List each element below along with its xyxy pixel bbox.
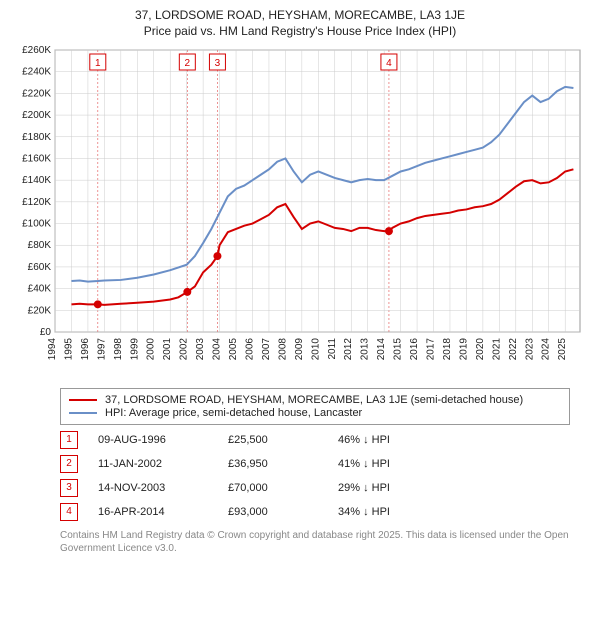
svg-text:2016: 2016 xyxy=(409,337,420,360)
sale-price: £25,500 xyxy=(228,434,338,446)
svg-text:2012: 2012 xyxy=(343,337,354,360)
svg-text:2004: 2004 xyxy=(212,337,223,360)
sales-table: 1 09-AUG-1996£25,50046% ↓ HPI 2 11-JAN-2002… xyxy=(60,431,570,521)
sale-date: 16-APR-2014 xyxy=(98,506,228,518)
table-row: 3 14-NOV-2003£70,00029% ↓ HPI xyxy=(60,479,570,497)
svg-text:2021: 2021 xyxy=(491,337,502,360)
svg-text:£100K: £100K xyxy=(22,218,51,229)
page-title: 37, LORDSOME ROAD, HEYSHAM, MORECAMBE, L… xyxy=(10,8,590,24)
svg-text:2005: 2005 xyxy=(228,337,239,360)
svg-text:2018: 2018 xyxy=(442,337,453,360)
svg-text:2003: 2003 xyxy=(195,337,206,360)
chart-svg: £0 £20K £40K £60K £80K £100K £120K £140K £160K £1… xyxy=(10,42,590,382)
svg-text:4: 4 xyxy=(386,58,392,69)
svg-text:£120K: £120K xyxy=(22,196,51,207)
table-row: 1 09-AUG-1996£25,50046% ↓ HPI xyxy=(60,431,570,449)
svg-text:2017: 2017 xyxy=(426,337,437,360)
svg-text:1997: 1997 xyxy=(96,337,107,360)
sale-marker: 3 xyxy=(60,479,78,497)
svg-text:2019: 2019 xyxy=(458,337,469,360)
svg-text:2001: 2001 xyxy=(162,337,173,360)
svg-text:2010: 2010 xyxy=(310,337,321,360)
svg-text:2022: 2022 xyxy=(508,337,519,360)
svg-text:2013: 2013 xyxy=(360,337,371,360)
svg-text:£200K: £200K xyxy=(22,110,51,121)
svg-text:£240K: £240K xyxy=(22,66,51,77)
svg-text:£260K: £260K xyxy=(22,45,51,56)
table-row: 4 16-APR-2014£93,00034% ↓ HPI xyxy=(60,503,570,521)
legend-swatch xyxy=(69,412,97,414)
legend-item: HPI: Average price, semi-detached house,… xyxy=(69,407,561,419)
sale-date: 09-AUG-1996 xyxy=(98,434,228,446)
legend: 37, LORDSOME ROAD, HEYSHAM, MORECAMBE, L… xyxy=(60,388,570,425)
svg-text:2008: 2008 xyxy=(277,337,288,360)
svg-text:2007: 2007 xyxy=(261,337,272,360)
table-row: 2 11-JAN-2002£36,95041% ↓ HPI xyxy=(60,455,570,473)
svg-text:£80K: £80K xyxy=(28,240,52,251)
price-chart: £0 £20K £40K £60K £80K £100K £120K £140K £160K £1… xyxy=(10,42,590,382)
svg-text:2009: 2009 xyxy=(294,337,305,360)
svg-text:3: 3 xyxy=(215,58,221,69)
svg-text:£160K: £160K xyxy=(22,153,51,164)
sale-marker: 4 xyxy=(60,503,78,521)
sale-hpi: 41% ↓ HPI xyxy=(338,458,448,470)
svg-text:2023: 2023 xyxy=(524,337,535,360)
svg-text:2020: 2020 xyxy=(475,337,486,360)
svg-text:£0: £0 xyxy=(40,327,52,338)
svg-text:2024: 2024 xyxy=(541,337,552,360)
svg-text:£220K: £220K xyxy=(22,88,51,99)
sale-date: 14-NOV-2003 xyxy=(98,482,228,494)
sale-price: £70,000 xyxy=(228,482,338,494)
svg-text:2015: 2015 xyxy=(393,337,404,360)
svg-text:2011: 2011 xyxy=(327,337,338,359)
sale-hpi: 46% ↓ HPI xyxy=(338,434,448,446)
sale-date: 11-JAN-2002 xyxy=(98,458,228,470)
sale-marker: 1 xyxy=(60,431,78,449)
svg-text:£20K: £20K xyxy=(28,305,52,316)
legend-label: HPI: Average price, semi-detached house,… xyxy=(105,407,362,419)
sale-hpi: 34% ↓ HPI xyxy=(338,506,448,518)
svg-text:2006: 2006 xyxy=(244,337,255,360)
svg-text:2014: 2014 xyxy=(376,337,387,360)
legend-label: 37, LORDSOME ROAD, HEYSHAM, MORECAMBE, L… xyxy=(105,394,523,406)
attribution: Contains HM Land Registry data © Crown c… xyxy=(60,529,570,555)
svg-text:2000: 2000 xyxy=(146,337,157,360)
svg-text:1994: 1994 xyxy=(47,337,58,360)
svg-text:£140K: £140K xyxy=(22,175,51,186)
svg-text:1999: 1999 xyxy=(129,337,140,360)
sale-marker: 2 xyxy=(60,455,78,473)
sale-price: £93,000 xyxy=(228,506,338,518)
svg-text:£60K: £60K xyxy=(28,262,52,273)
page-subtitle: Price paid vs. HM Land Registry's House … xyxy=(10,24,590,38)
legend-item: 37, LORDSOME ROAD, HEYSHAM, MORECAMBE, L… xyxy=(69,394,561,406)
svg-text:1998: 1998 xyxy=(113,337,124,360)
sale-price: £36,950 xyxy=(228,458,338,470)
legend-swatch xyxy=(69,399,97,401)
svg-text:2002: 2002 xyxy=(179,337,190,360)
svg-text:1: 1 xyxy=(95,58,101,69)
svg-text:1996: 1996 xyxy=(80,337,91,360)
svg-text:£40K: £40K xyxy=(28,283,52,294)
svg-text:2025: 2025 xyxy=(557,337,568,360)
svg-text:£180K: £180K xyxy=(22,131,51,142)
svg-text:1995: 1995 xyxy=(63,337,74,360)
sale-hpi: 29% ↓ HPI xyxy=(338,482,448,494)
svg-text:2: 2 xyxy=(185,58,191,69)
